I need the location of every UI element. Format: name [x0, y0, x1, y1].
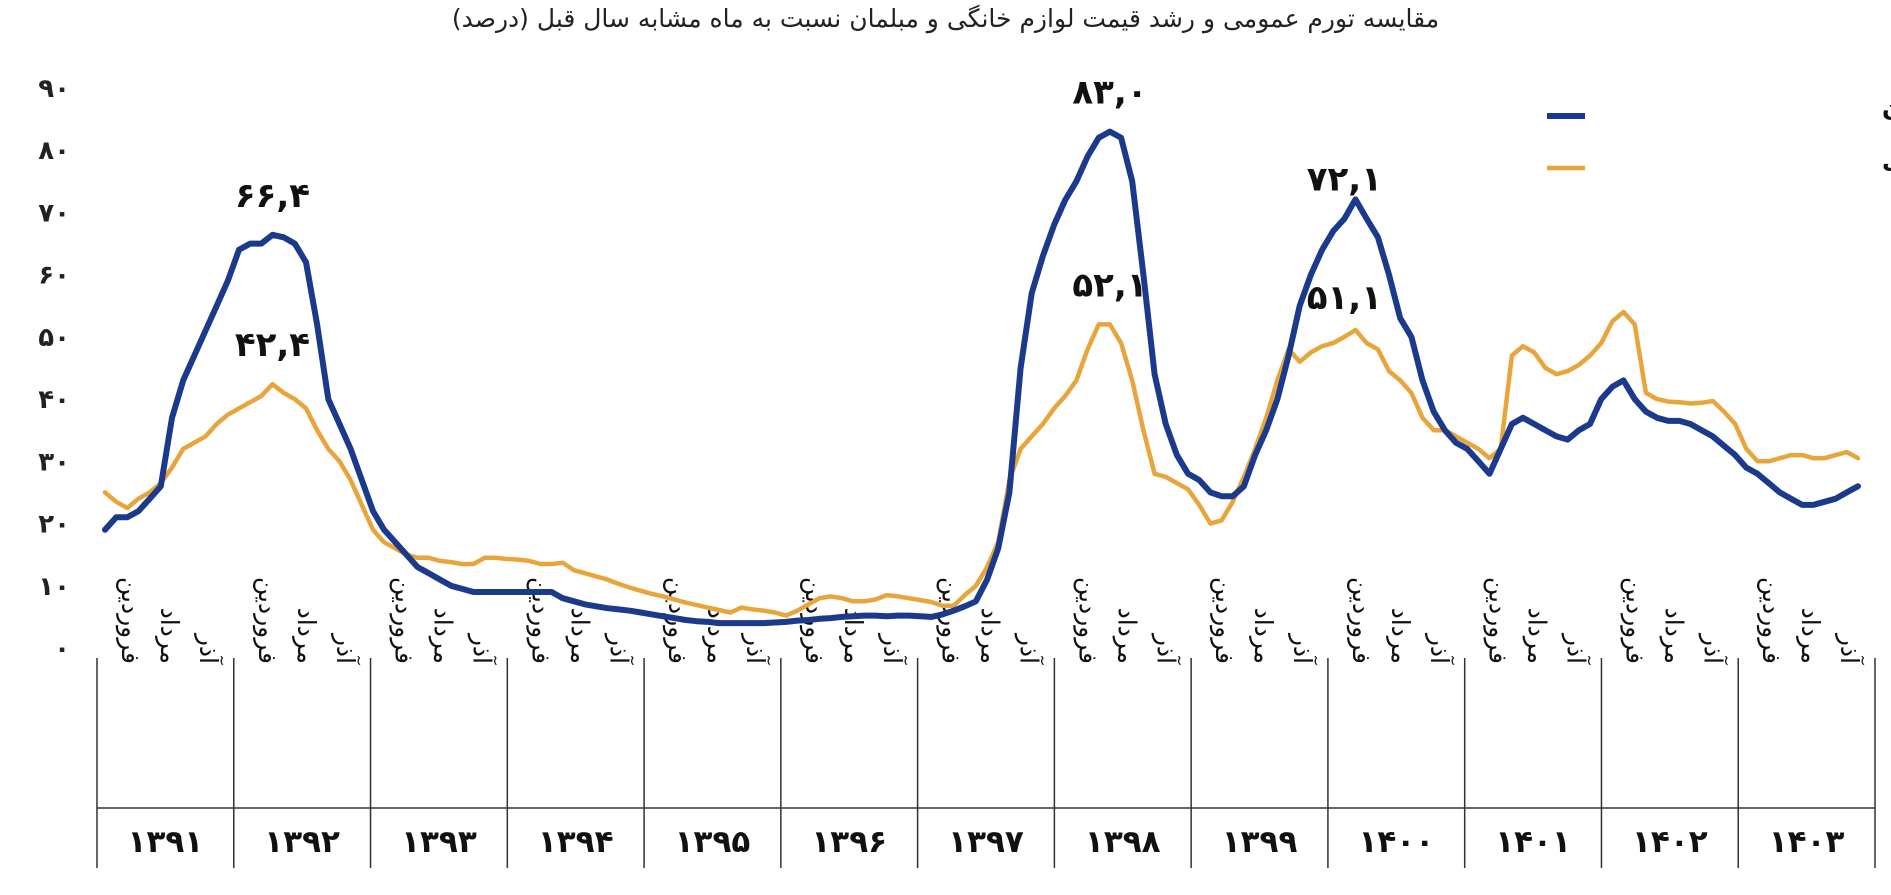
month-tick-label: فروردین — [1209, 577, 1239, 664]
year-tick-label: ۱۳۹۷ — [948, 824, 1024, 860]
month-tick-label: آذر — [1015, 632, 1045, 665]
month-tick-label: آذر — [1562, 632, 1592, 665]
year-tick-label: ۱۳۹۴ — [538, 824, 614, 860]
month-tick-label: مرداد — [155, 608, 184, 664]
month-tick-label: فروردین — [115, 577, 145, 664]
series-line-1 — [102, 309, 1861, 618]
month-tick-label: مرداد — [1386, 608, 1415, 664]
y-tick-label: ۵۰ — [38, 323, 70, 353]
month-tick-label: آذر — [1151, 632, 1181, 665]
y-tick-label: ۸۰ — [38, 136, 70, 166]
year-tick-label: ۱۴۰۲ — [1632, 824, 1708, 860]
series-line-0 — [102, 128, 1861, 627]
month-tick-label: فروردین — [1619, 577, 1649, 664]
month-tick-label: مرداد — [429, 608, 458, 664]
year-tick-label: ۱۳۹۸ — [1085, 824, 1161, 860]
data-label: ۴۲,۴ — [235, 325, 310, 365]
month-tick-label: فروردین — [1346, 577, 1376, 664]
month-tick-label: مرداد — [976, 608, 1005, 664]
month-tick-label: آذر — [878, 632, 908, 665]
y-tick-label: ۹۰ — [38, 74, 70, 104]
month-tick-label: فروردین — [252, 577, 282, 664]
month-tick-label: آذر — [331, 632, 361, 665]
month-tick-label: آذر — [194, 632, 224, 665]
month-tick-label: فروردین — [1072, 577, 1102, 664]
data-label: ۷۲,۱ — [1307, 160, 1382, 200]
month-tick-label: مرداد — [565, 608, 594, 664]
month-tick-label: آذر — [1698, 632, 1728, 665]
year-tick-label: ۱۳۹۱ — [128, 824, 204, 860]
month-tick-label: فروردین — [389, 577, 419, 664]
month-tick-label: مرداد — [1659, 608, 1688, 664]
y-tick-label: ۶۰ — [38, 261, 70, 291]
data-label: ۶۶,۴ — [235, 176, 310, 216]
year-tick-label: ۱۳۹۵ — [675, 824, 751, 860]
month-tick-label: مرداد — [702, 608, 731, 664]
month-tick-label: آذر — [741, 632, 771, 665]
y-tick-label: ۳۰ — [38, 447, 70, 477]
month-tick-label: آذر — [1835, 632, 1865, 665]
year-tick-label: ۱۴۰۳ — [1769, 824, 1845, 860]
y-tick-label: ۰ — [54, 634, 70, 664]
y-tick-label: ۲۰ — [38, 510, 70, 540]
month-tick-label: مرداد — [1796, 608, 1825, 664]
month-tick-label: آذر — [604, 632, 634, 665]
year-tick-label: ۱۳۹۳ — [401, 824, 477, 860]
month-tick-label: فروردین — [1483, 577, 1513, 664]
year-tick-label: ۱۴۰۱ — [1495, 824, 1571, 860]
month-tick-label: آذر — [1288, 632, 1318, 665]
month-tick-label: مرداد — [292, 608, 321, 664]
data-label: ۵۲,۱ — [1072, 265, 1147, 305]
y-tick-label: ۷۰ — [38, 198, 70, 228]
month-tick-label: آذر — [1425, 632, 1455, 665]
chart-title: مقایسه تورم عمومی و رشد قیمت لوازم خانگی… — [451, 4, 1440, 33]
month-tick-label: مرداد — [1523, 608, 1552, 664]
y-tick-label: ۱۰ — [38, 572, 70, 602]
year-tick-label: ۱۳۹۹ — [1222, 824, 1298, 860]
data-label: ۵۱,۱ — [1307, 278, 1382, 318]
y-tick-label: ۴۰ — [38, 385, 70, 415]
year-tick-label: ۱۴۰۰ — [1358, 824, 1434, 860]
month-tick-label: مرداد — [1249, 608, 1278, 664]
month-tick-label: آذر — [468, 632, 498, 665]
legend-label: تورم عمومی — [1882, 146, 1891, 174]
year-tick-label: ۱۳۹۶ — [811, 824, 887, 860]
month-tick-label: فروردین — [936, 577, 966, 664]
month-tick-label: فروردین — [1756, 577, 1786, 664]
year-tick-label: ۱۳۹۲ — [264, 824, 340, 860]
legend-label: رشد قیمت لوازم خانگی و مبلمان — [1882, 94, 1891, 122]
data-label: ۸۳,۰ — [1072, 73, 1147, 113]
month-tick-label: مرداد — [1112, 608, 1141, 664]
